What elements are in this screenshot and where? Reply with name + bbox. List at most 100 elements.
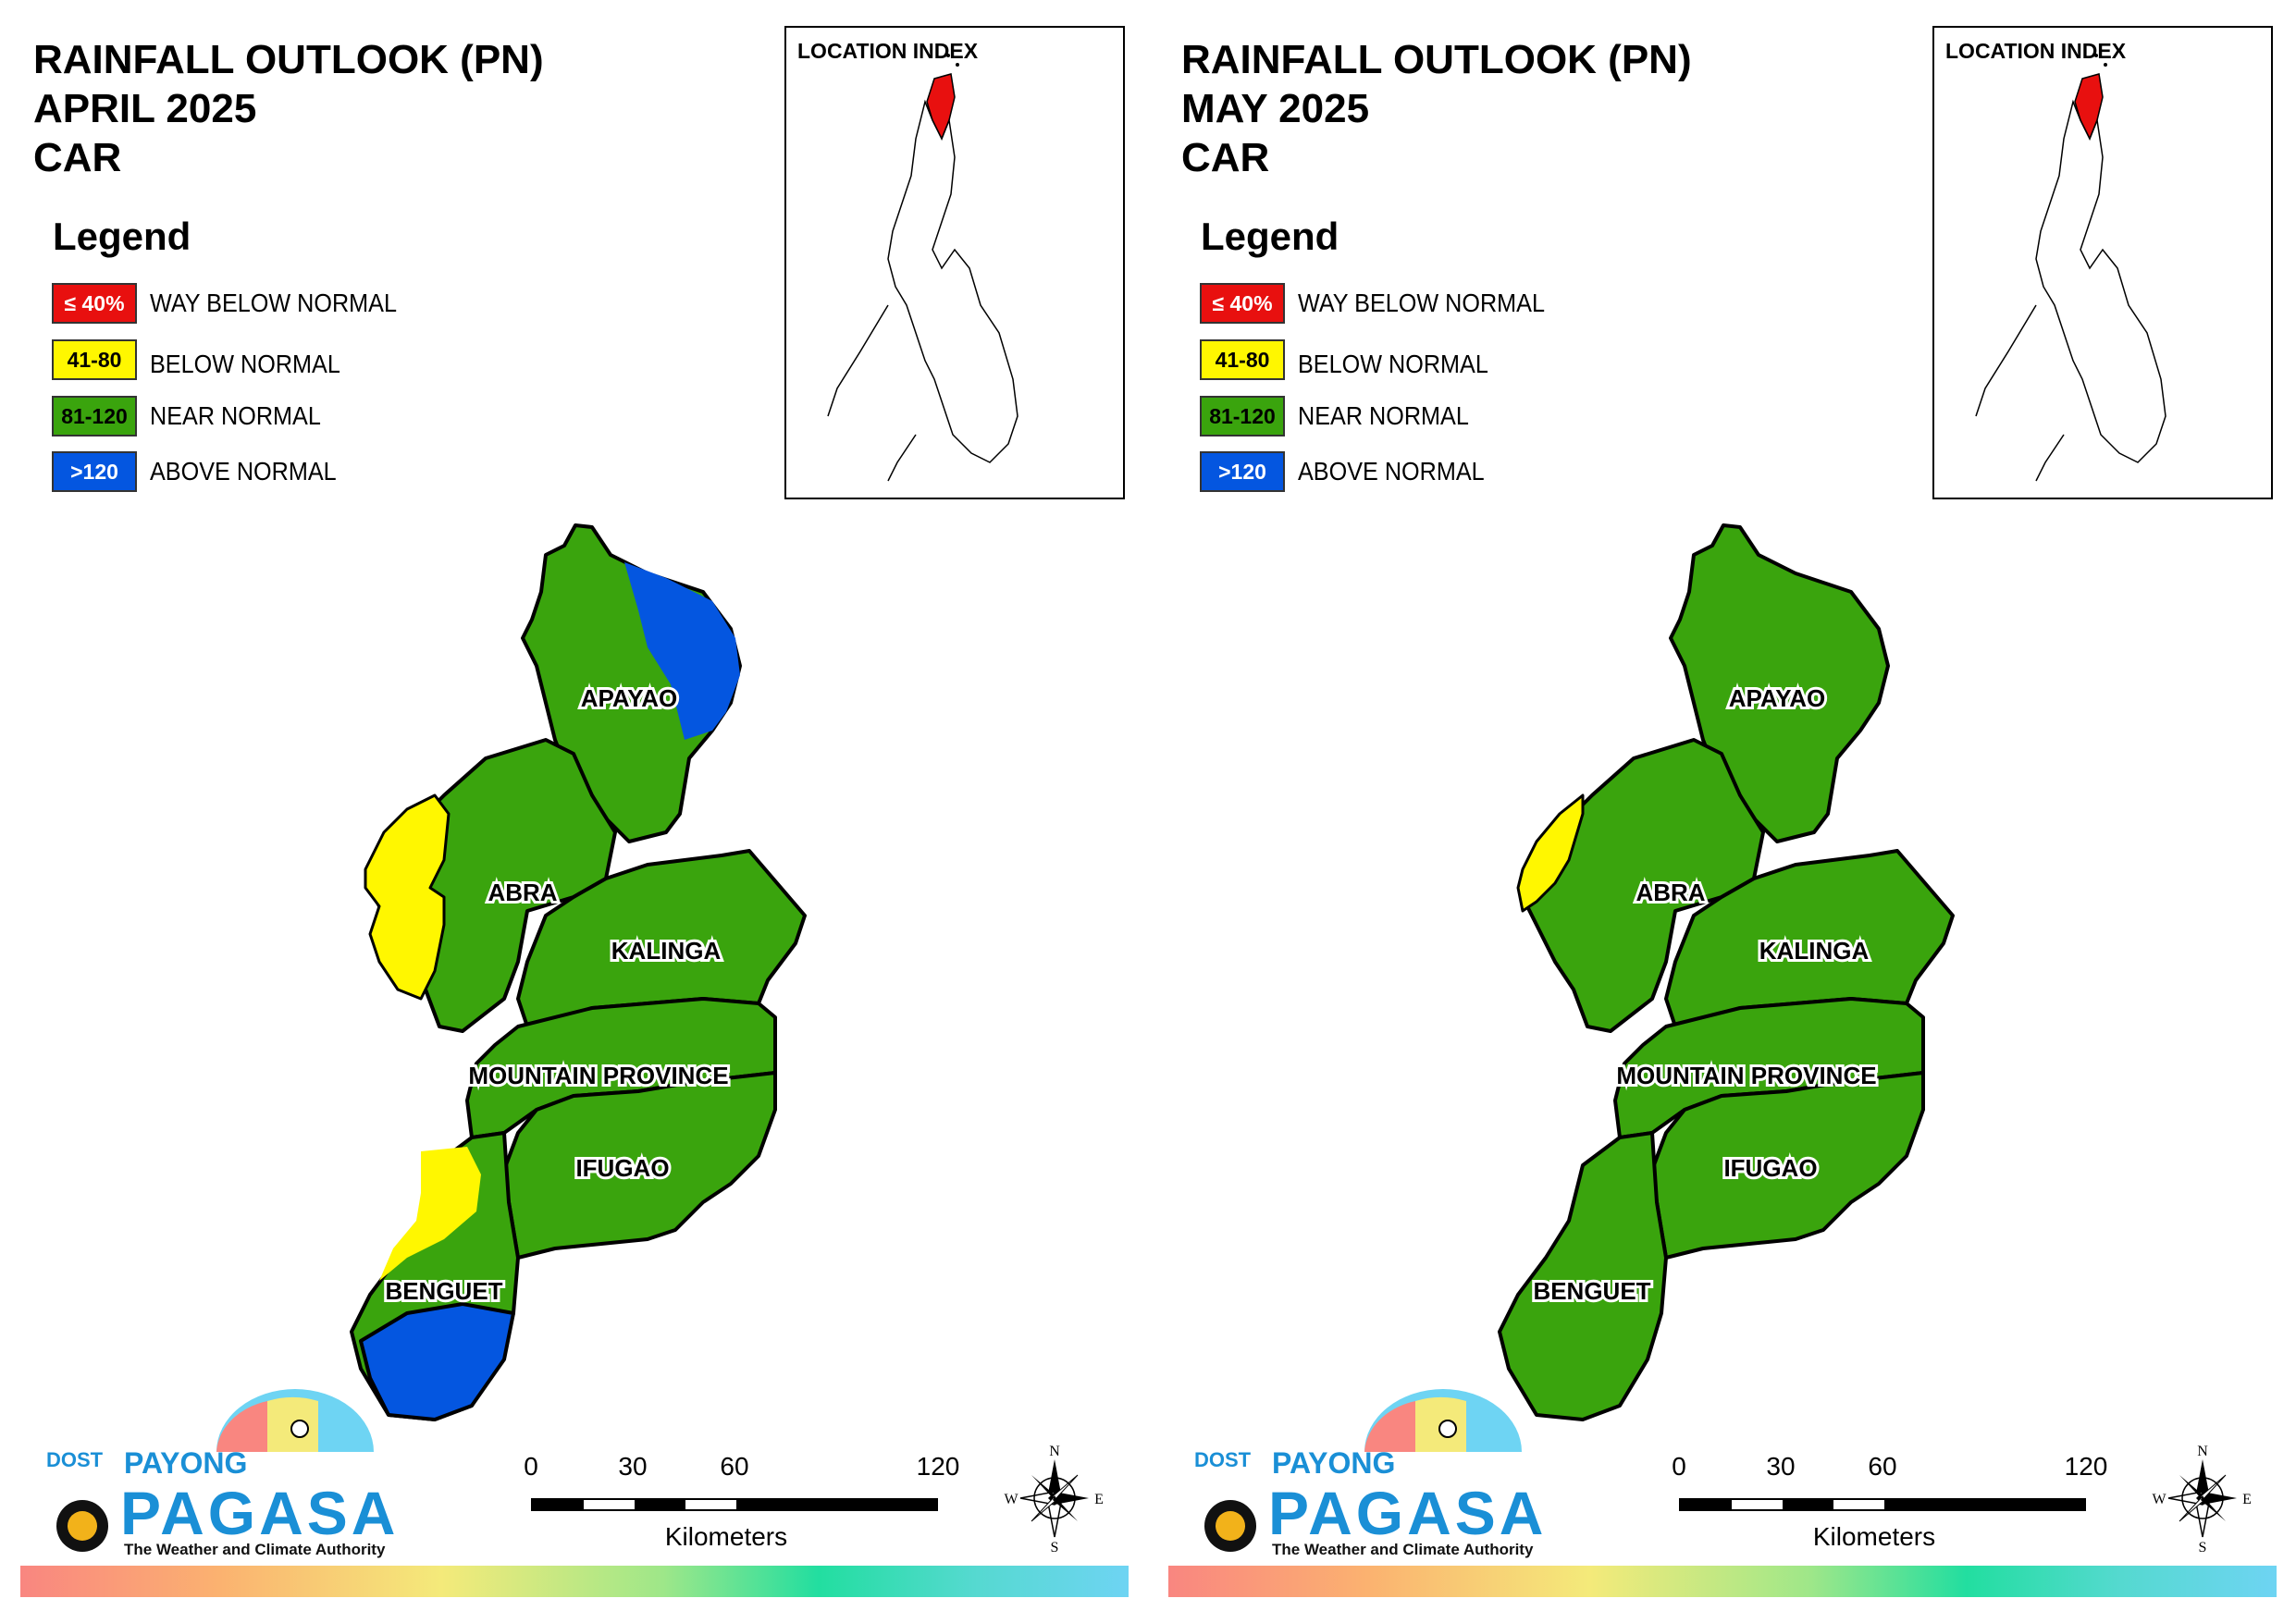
province-label-abra: ABRA (488, 879, 557, 906)
legend-item-way-below-normal: ≤ 40% WAY BELOW NORMAL (52, 282, 425, 325)
map-title: RAINFALL OUTLOOK (PN) APRIL 2025 CAR (33, 35, 544, 182)
legend-label: ABOVE NORMAL (1298, 457, 1485, 486)
scale-unit-label: Kilometers (1812, 1522, 1936, 1551)
legend-label: WAY BELOW NORMAL (1298, 289, 1545, 317)
province-label-benguet: BENGUET (385, 1277, 502, 1305)
umbrella-eye (1438, 1420, 1457, 1438)
compass-w: W (1004, 1492, 1018, 1507)
rainbow-footer-bar (20, 1566, 1129, 1597)
legend-label: BELOW NORMAL (150, 350, 340, 378)
legend-item-below-normal: 41-80 BELOW NORMAL (1200, 338, 1510, 381)
map-title: RAINFALL OUTLOOK (PN) MAY 2025 CAR (1181, 35, 1692, 182)
umbrella-icon (1204, 1389, 1522, 1552)
rainbow-footer-bar (1168, 1566, 2277, 1597)
logo-pagasa-text: PAGASA (1268, 1479, 1548, 1547)
compass-e: E (2242, 1492, 2252, 1507)
scale-seg (1681, 1500, 1732, 1509)
pagasa-logo: DOST PAYONG PAGASA The Weather and Clima… (31, 1387, 401, 1563)
island-dot (946, 54, 950, 57)
legend-title: Legend (53, 215, 191, 258)
logo-dost-text: DOST (1194, 1448, 1252, 1471)
scale-unit-label: Kilometers (664, 1522, 788, 1551)
title-line-2: MAY 2025 (1181, 86, 1370, 131)
legend-item-above-normal: >120 ABOVE NORMAL (52, 450, 357, 493)
abra-below-normal-zone (1516, 793, 1585, 913)
province-label-benguet: BENGUET (1533, 1277, 1650, 1305)
scale-tick-label: 30 (1766, 1452, 1796, 1481)
umbrella-icon (56, 1389, 374, 1552)
legend-swatch: 41-80 (1200, 339, 1285, 380)
scale-tick-label: 30 (618, 1452, 648, 1481)
legend-swatch: >120 (1200, 451, 1285, 492)
scale-bar-track (531, 1498, 938, 1511)
benguet-below-normal-zone (379, 1147, 481, 1281)
philippines-outline-map (1975, 54, 2166, 482)
legend-item-below-normal: 41-80 BELOW NORMAL (52, 338, 362, 381)
palawan-outline (827, 304, 889, 417)
archipelago-outline (887, 99, 1018, 463)
legend-title: Legend (1201, 215, 1339, 258)
legend-swatch: 81-120 (52, 396, 137, 436)
compass-e: E (1094, 1492, 1104, 1507)
scale-tick-label: 60 (720, 1452, 749, 1481)
scale-seg (1732, 1500, 1783, 1509)
province-label-mountain-province: MOUNTAIN PROVINCE (468, 1062, 728, 1089)
pagasa-seal (68, 1511, 97, 1541)
benguet-above-normal-zone (359, 1302, 515, 1421)
location-index-inset: LOCATION INDEX (1932, 26, 2273, 499)
scale-bar: 0 30 60 120 Kilometers (1666, 1452, 2129, 1554)
pagasa-seal (1216, 1511, 1245, 1541)
car-rainfall-map: APAYAO ABRA KALINGA MOUNTAIN PROVINCE IF… (1498, 523, 1955, 1421)
island-dot (2094, 54, 2098, 57)
scale-seg (1783, 1500, 1833, 1509)
province-label-ifugao: IFUGAO (1723, 1154, 1817, 1182)
title-line-2: APRIL 2025 (33, 86, 257, 131)
outlook-panel-april: RAINFALL OUTLOOK (PN) APRIL 2025 CAR Leg… (20, 26, 1129, 1597)
compass-rose-icon: N S E W (1004, 1444, 1104, 1555)
legend-item-above-normal: >120 ABOVE NORMAL (1200, 450, 1505, 493)
title-line-3: CAR (1181, 135, 1270, 180)
scale-tick-label: 60 (1868, 1452, 1897, 1481)
outlook-panel-may: RAINFALL OUTLOOK (PN) MAY 2025 CAR Legen… (1148, 0, 2296, 1623)
legend-label: NEAR NORMAL (150, 401, 321, 430)
scale-seg (736, 1500, 936, 1509)
pagasa-logo: DOST PAYONG PAGASA The Weather and Clima… (1179, 1387, 1549, 1563)
province-label-kalinga: KALINGA (1759, 937, 1870, 965)
logo-tagline: The Weather and Climate Authority (124, 1541, 386, 1558)
legend-swatch: ≤ 40% (1200, 283, 1285, 324)
inset-title: LOCATION INDEX (1945, 39, 2127, 63)
sulu-outline (2035, 434, 2065, 482)
north-arrow: N S E W (1004, 1443, 1105, 1555)
compass-rose-icon: N S E W (2152, 1444, 2252, 1555)
province-benguet (1498, 1131, 1668, 1421)
philippines-outline-map (827, 54, 1018, 482)
legend-label: ABOVE NORMAL (150, 457, 337, 486)
legend-label: NEAR NORMAL (1298, 401, 1469, 430)
province-label-kalinga: KALINGA (611, 937, 722, 965)
island-dot (956, 63, 959, 67)
location-index-inset: LOCATION INDEX (784, 26, 1125, 499)
scale-tick-label: 120 (916, 1452, 960, 1481)
inset-title: LOCATION INDEX (797, 39, 979, 63)
logo-pagasa-text: PAGASA (120, 1479, 400, 1547)
logo-payong-text: PAYONG (124, 1446, 248, 1480)
scale-seg (685, 1500, 736, 1509)
sulu-outline (887, 434, 917, 482)
scale-seg (1884, 1500, 2084, 1509)
scale-seg (584, 1500, 635, 1509)
compass-n: N (2197, 1444, 2208, 1459)
title-line-1: RAINFALL OUTLOOK (PN) (33, 37, 544, 82)
scale-tick-label: 0 (524, 1452, 538, 1481)
legend-swatch: >120 (52, 451, 137, 492)
logo-payong-text: PAYONG (1272, 1446, 1396, 1480)
legend-swatch: 81-120 (1200, 396, 1285, 436)
title-line-1: RAINFALL OUTLOOK (PN) (1181, 37, 1692, 82)
scale-bar-track (1679, 1498, 2086, 1511)
province-label-apayao: APAYAO (1729, 684, 1826, 712)
title-line-3: CAR (33, 135, 122, 180)
province-label-mountain-province: MOUNTAIN PROVINCE (1616, 1062, 1876, 1089)
abra-below-normal-zone (364, 793, 451, 1001)
legend-swatch: 41-80 (52, 339, 137, 380)
compass-s: S (1051, 1540, 1059, 1554)
apayao-above-normal-zone (624, 562, 740, 740)
